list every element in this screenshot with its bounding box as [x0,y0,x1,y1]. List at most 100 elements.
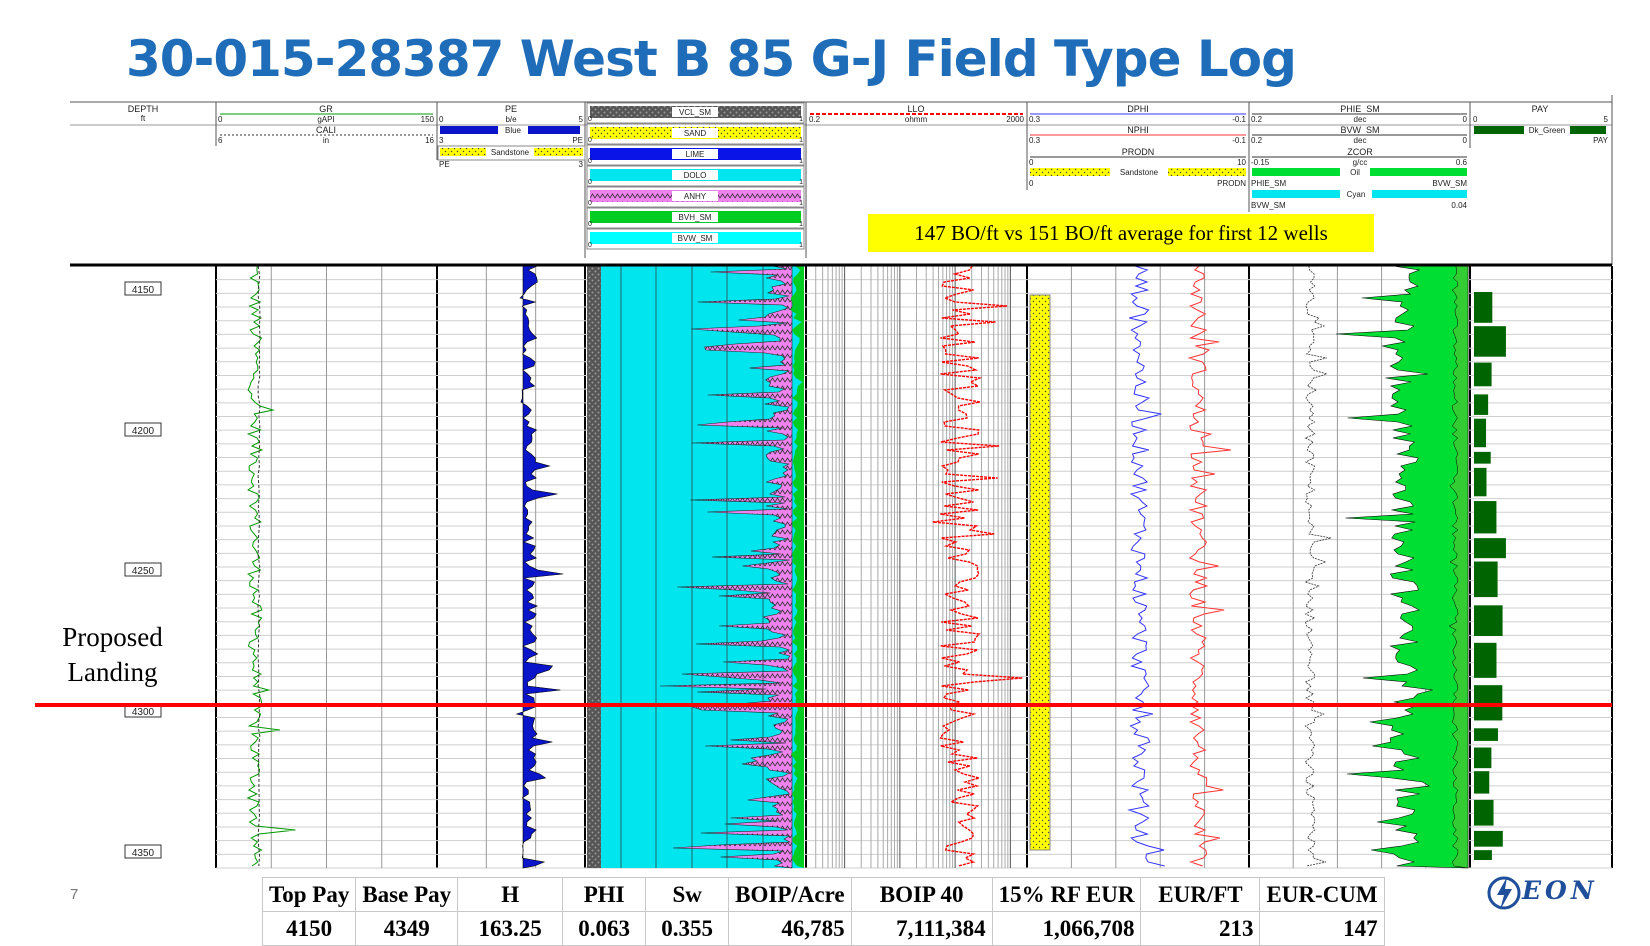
depth-label: 4300 [132,707,155,718]
table-cell: 163.25 [457,911,564,946]
hdr-pe-min: 0 [439,115,444,124]
pay-block [1474,799,1494,826]
hdr-depth-unit: ft [141,114,146,123]
hdr-oil: Oil [1350,168,1360,177]
table-row: 4150 4349 163.25 0.063 0.355 46,785 7,11… [261,911,1385,946]
pay-block [1474,501,1497,534]
hdr-zcor-name: ZCOR [1347,147,1373,157]
pay-block [1474,451,1491,464]
table-header-cell: PHI [562,877,647,912]
svg-text:1: 1 [799,242,803,249]
pay-block [1474,292,1493,323]
hdr-pe-unit: b/e [505,115,517,124]
bvh-fill [790,266,804,868]
logo-text: EON [1522,876,1598,905]
hdr-llo-unit: ohmm [905,115,928,124]
pay-block [1474,771,1490,794]
hdr-nphi-min: 0.3 [1029,136,1041,145]
depth-label-box [124,844,162,859]
hdr-zcor-unit: g/cc [1353,158,1368,167]
hdr-pe-blue: Blue [505,126,522,135]
hdr-pe-sand-max: 3 [579,160,584,169]
nphi-curve [1187,265,1232,867]
pay-block [1474,830,1503,847]
hdr-pay-max: 5 [1604,115,1609,124]
hdr-pay-min: 0 [1473,115,1478,124]
pay-block [1474,747,1492,769]
table-cell: 46,785 [728,911,852,946]
svg-text:0: 0 [588,200,592,207]
pay-block [1474,467,1487,497]
hdr-gr-name: GR [319,104,333,114]
svg-text:1: 1 [799,179,803,186]
pay-block [1474,326,1506,357]
pay-summary-table: Top Pay Base Pay H PHI Sw BOIP/Acre BOIP… [261,877,1385,946]
hdr-cyan: Cyan [1347,190,1366,199]
hdr-pe-blue-min: 3 [439,136,444,145]
pay-block [1474,642,1497,678]
hdr-llo-name: LLO [907,104,924,114]
table-header-cell: BOIP 40 [850,877,993,912]
hdr-pay-fill: Dk_Green [1529,126,1565,135]
pay-block [1474,850,1492,860]
hdr-pe-sand-min: PE [439,160,450,169]
pe-fill [515,265,564,869]
hdr-depth-name: DEPTH [128,104,159,114]
lithology-label: BVW_SM [678,234,713,243]
hdr-pe-blue-max: PE [572,136,583,145]
hdr-cyan-right: 0.04 [1451,201,1467,210]
hdr-llo-min: 0.2 [809,115,821,124]
shale-fill [587,266,601,868]
hdr-cali-max: 16 [425,136,434,145]
svg-text:0: 0 [588,158,592,165]
hdr-oil-left: PHIE_SM [1251,179,1286,188]
table-cell: 7,111,384 [850,911,993,946]
table-cell: 213 [1140,911,1261,946]
hdr-dphi-name: DPHI [1127,104,1149,114]
svg-text:1: 1 [799,221,803,228]
hdr-prodn-sand-min: 0 [1029,179,1034,188]
hdr-dphi-max: -0.1 [1232,115,1246,124]
pay-block [1474,418,1487,448]
hdr-llo-max: 2000 [1006,115,1024,124]
hdr-cali-unit: in [323,136,329,145]
depth-label-box [124,422,162,437]
hdr-oil-right: BVW_SM [1432,179,1467,188]
oil-fill [1335,265,1469,869]
table-cell: 0.063 [562,911,647,946]
depth-label: 4350 [132,848,155,859]
hdr-phie-unit: dec [1354,115,1367,124]
hdr-prodn-sand-max: PRODN [1217,179,1246,188]
svg-text:1: 1 [799,116,803,123]
hdr-prodn-name: PRODN [1122,147,1155,157]
hdr-gr-unit: gAPI [317,115,334,124]
lithology-label: LIME [686,150,705,159]
hdr-gr-max: 150 [421,115,435,124]
lithology-label: DOLO [684,171,707,180]
table-header-cell: Top Pay [261,877,357,912]
pay-block [1474,728,1498,741]
table-header-cell: EUR/FT [1140,877,1261,912]
hdr-cali-min: 6 [218,136,223,145]
pay-block [1474,685,1503,721]
depth-label-box [124,281,162,296]
hdr-zcor-min: -0.15 [1251,158,1270,167]
zcor-curve [1304,265,1332,867]
table-header-cell: EUR-CUM [1259,877,1385,912]
table-cell: 4150 [261,911,357,946]
hdr-bvw-max: 0 [1463,136,1468,145]
lithology-label: BVH_SM [679,213,712,222]
svg-text:0: 0 [588,179,592,186]
table-header-cell: Base Pay [355,877,459,912]
depth-axis: 4150 4200 4250 4300 4350 [124,281,162,859]
table-header-cell: H [457,877,564,912]
bvw-fill [1448,265,1469,869]
prodn-sand-fill [1029,294,1051,851]
svg-text:0: 0 [588,221,592,228]
depth-label: 4250 [132,566,155,577]
dphi-curve [1127,265,1165,867]
hdr-pay-fill-right: PAY [1593,136,1608,145]
hdr-pe-sand: Sandstone [491,148,530,157]
pay-block [1474,362,1492,387]
svg-text:0: 0 [588,137,592,144]
